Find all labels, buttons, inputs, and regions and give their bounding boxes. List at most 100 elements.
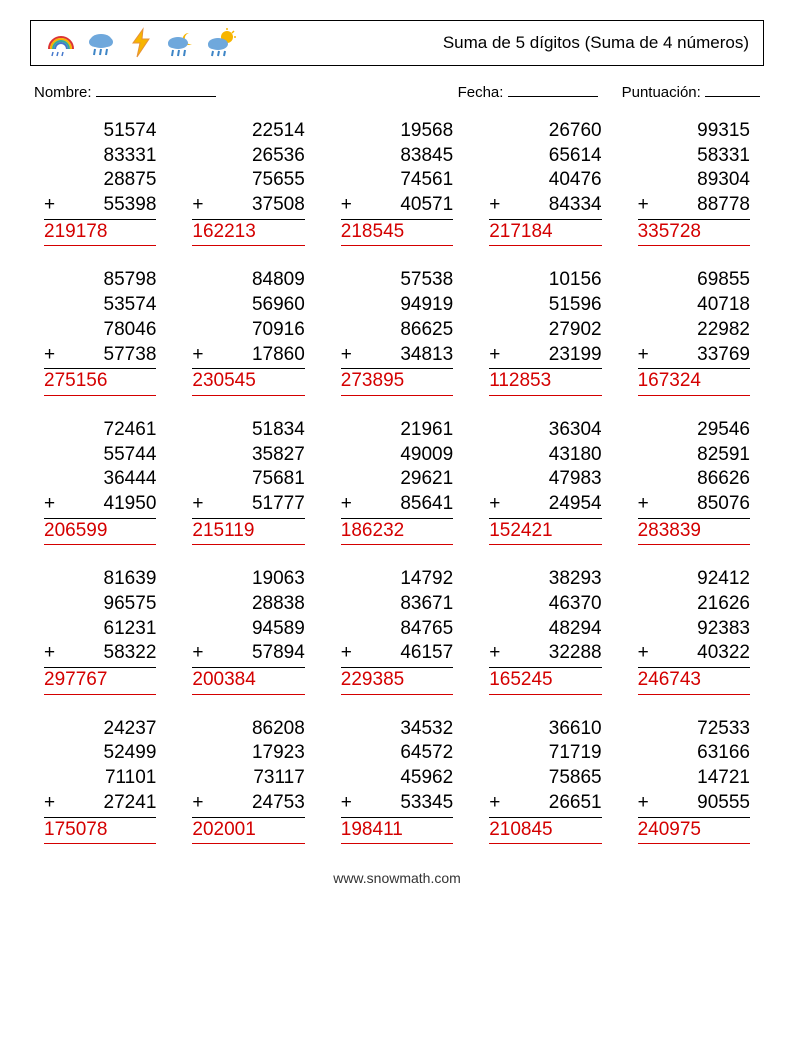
addend: 28875 [44, 168, 156, 193]
addend: 71101 [44, 766, 156, 791]
addend: 38293 [489, 567, 601, 592]
addition-problem: 242375249971101+27241175078 [44, 717, 156, 844]
addend: 61231 [44, 617, 156, 642]
addition-problem: 295468259186626+85076283839 [638, 418, 750, 545]
addition-problem: 345326457245962+53345198411 [341, 717, 453, 844]
answer: 167324 [638, 369, 750, 396]
plus-sign: + [638, 193, 649, 218]
addend: 74561 [341, 168, 453, 193]
addend: 29621 [341, 467, 453, 492]
addend: 85798 [44, 268, 156, 293]
last-addend: +84334 [489, 193, 601, 220]
addend: 24237 [44, 717, 156, 742]
last-addend: +24954 [489, 492, 601, 519]
addition-problem: 195688384574561+40571218545 [341, 119, 453, 246]
addend: 51596 [489, 293, 601, 318]
addition-problem: 219614900929621+85641186232 [341, 418, 453, 545]
addend: 92383 [638, 617, 750, 642]
plus-sign: + [638, 343, 649, 368]
answer: 200384 [192, 668, 304, 695]
addend: 94919 [341, 293, 453, 318]
addition-problem: 101565159627902+23199112853 [489, 268, 601, 395]
addend: 64572 [341, 741, 453, 766]
addend: 72533 [638, 717, 750, 742]
addend: 75681 [192, 467, 304, 492]
plus-sign: + [638, 641, 649, 666]
addend: 22514 [192, 119, 304, 144]
addend: 29546 [638, 418, 750, 443]
addition-problem: 515748333128875+55398219178 [44, 119, 156, 246]
date-blank[interactable] [508, 82, 598, 97]
answer: 186232 [341, 519, 453, 546]
name-label: Nombre: [34, 84, 92, 101]
addend: 14721 [638, 766, 750, 791]
answer: 283839 [638, 519, 750, 546]
addend: 17923 [192, 741, 304, 766]
last-addend: +57738 [44, 343, 156, 370]
answer: 297767 [44, 668, 156, 695]
addition-problem: 993155833189304+88778335728 [638, 119, 750, 246]
addition-problem: 848095696070916+17860230545 [192, 268, 304, 395]
addend: 65614 [489, 144, 601, 169]
addition-problem: 147928367184765+46157229385 [341, 567, 453, 694]
addend: 70916 [192, 318, 304, 343]
plus-sign: + [489, 492, 500, 517]
addend: 53574 [44, 293, 156, 318]
addend: 19568 [341, 119, 453, 144]
date-field: Fecha: [458, 82, 598, 101]
rainbow-icon [45, 27, 77, 59]
addend: 71719 [489, 741, 601, 766]
last-addend: +17860 [192, 343, 304, 370]
weather-icons [45, 27, 237, 59]
addend: 55744 [44, 443, 156, 468]
last-addend: +23199 [489, 343, 601, 370]
plus-sign: + [44, 791, 55, 816]
addend: 45962 [341, 766, 453, 791]
last-addend: +53345 [341, 791, 453, 818]
last-addend: +41950 [44, 492, 156, 519]
addend: 35827 [192, 443, 304, 468]
answer: 202001 [192, 818, 304, 845]
addition-problem: 924122162692383+40322246743 [638, 567, 750, 694]
addend: 63166 [638, 741, 750, 766]
addend: 82591 [638, 443, 750, 468]
plus-sign: + [341, 492, 352, 517]
score-blank[interactable] [705, 82, 760, 97]
addition-problem: 816399657561231+58322297767 [44, 567, 156, 694]
plus-sign: + [44, 193, 55, 218]
addend: 19063 [192, 567, 304, 592]
addend: 78046 [44, 318, 156, 343]
name-blank[interactable] [96, 82, 216, 97]
plus-sign: + [341, 343, 352, 368]
worksheet-title: Suma de 5 dígitos (Suma de 4 números) [443, 33, 749, 53]
answer: 335728 [638, 220, 750, 247]
addition-problem: 190632883894589+57894200384 [192, 567, 304, 694]
plus-sign: + [192, 343, 203, 368]
addend: 75655 [192, 168, 304, 193]
addition-problem: 724615574436444+41950206599 [44, 418, 156, 545]
last-addend: +24753 [192, 791, 304, 818]
answer: 210845 [489, 818, 601, 845]
addend: 57538 [341, 268, 453, 293]
last-addend: +40322 [638, 641, 750, 668]
addend: 47983 [489, 467, 601, 492]
last-addend: +88778 [638, 193, 750, 220]
addend: 84765 [341, 617, 453, 642]
last-addend: +33769 [638, 343, 750, 370]
answer: 275156 [44, 369, 156, 396]
addend: 22982 [638, 318, 750, 343]
addend: 92412 [638, 567, 750, 592]
addend: 40718 [638, 293, 750, 318]
addition-problem: 225142653675655+37508162213 [192, 119, 304, 246]
last-addend: +55398 [44, 193, 156, 220]
plus-sign: + [192, 193, 203, 218]
addition-problem: 862081792373117+24753202001 [192, 717, 304, 844]
plus-sign: + [192, 791, 203, 816]
addend: 83845 [341, 144, 453, 169]
addend: 21626 [638, 592, 750, 617]
plus-sign: + [341, 791, 352, 816]
last-addend: +32288 [489, 641, 601, 668]
addition-problem: 518343582775681+51777215119 [192, 418, 304, 545]
addend: 36444 [44, 467, 156, 492]
last-addend: +40571 [341, 193, 453, 220]
